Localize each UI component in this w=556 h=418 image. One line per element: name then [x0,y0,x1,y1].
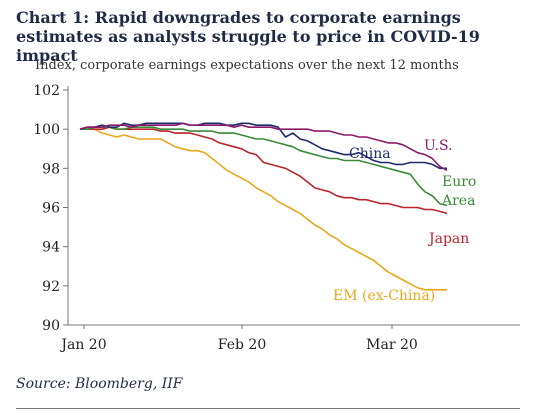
y-tick-label: 98 [42,161,60,177]
x-tick-label: Jan 20 [59,337,106,353]
series-label: China [349,146,391,162]
series-line-euro-area [80,126,448,207]
y-tick-label: 94 [42,240,60,256]
y-tick-label: 100 [33,122,60,138]
series-label: EM (ex-China) [333,288,435,304]
series-line-japan [80,126,448,215]
x-tick-label: Mar 20 [366,337,418,353]
y-tick-label: 96 [42,201,60,217]
y-tick-label: 92 [42,279,60,295]
chart-title: Chart 1: Rapid downgrades to corporate e… [16,8,480,65]
series-label: Japan [427,231,469,247]
chart-source: Source: Bloomberg, IIF [16,376,183,392]
chart-subtitle: Index, corporate earnings expectations o… [35,58,459,73]
series-label: Euro [442,174,476,190]
y-tick-label: 90 [42,318,60,334]
y-tick-label: 102 [33,83,60,99]
series-label: Area [441,193,475,209]
series-line-u-s [79,122,448,172]
series-label: U.S. [424,138,453,154]
x-tick-label: Feb 20 [218,337,266,353]
bottom-divider [16,408,520,409]
series-line-em-ex-china [80,128,447,291]
